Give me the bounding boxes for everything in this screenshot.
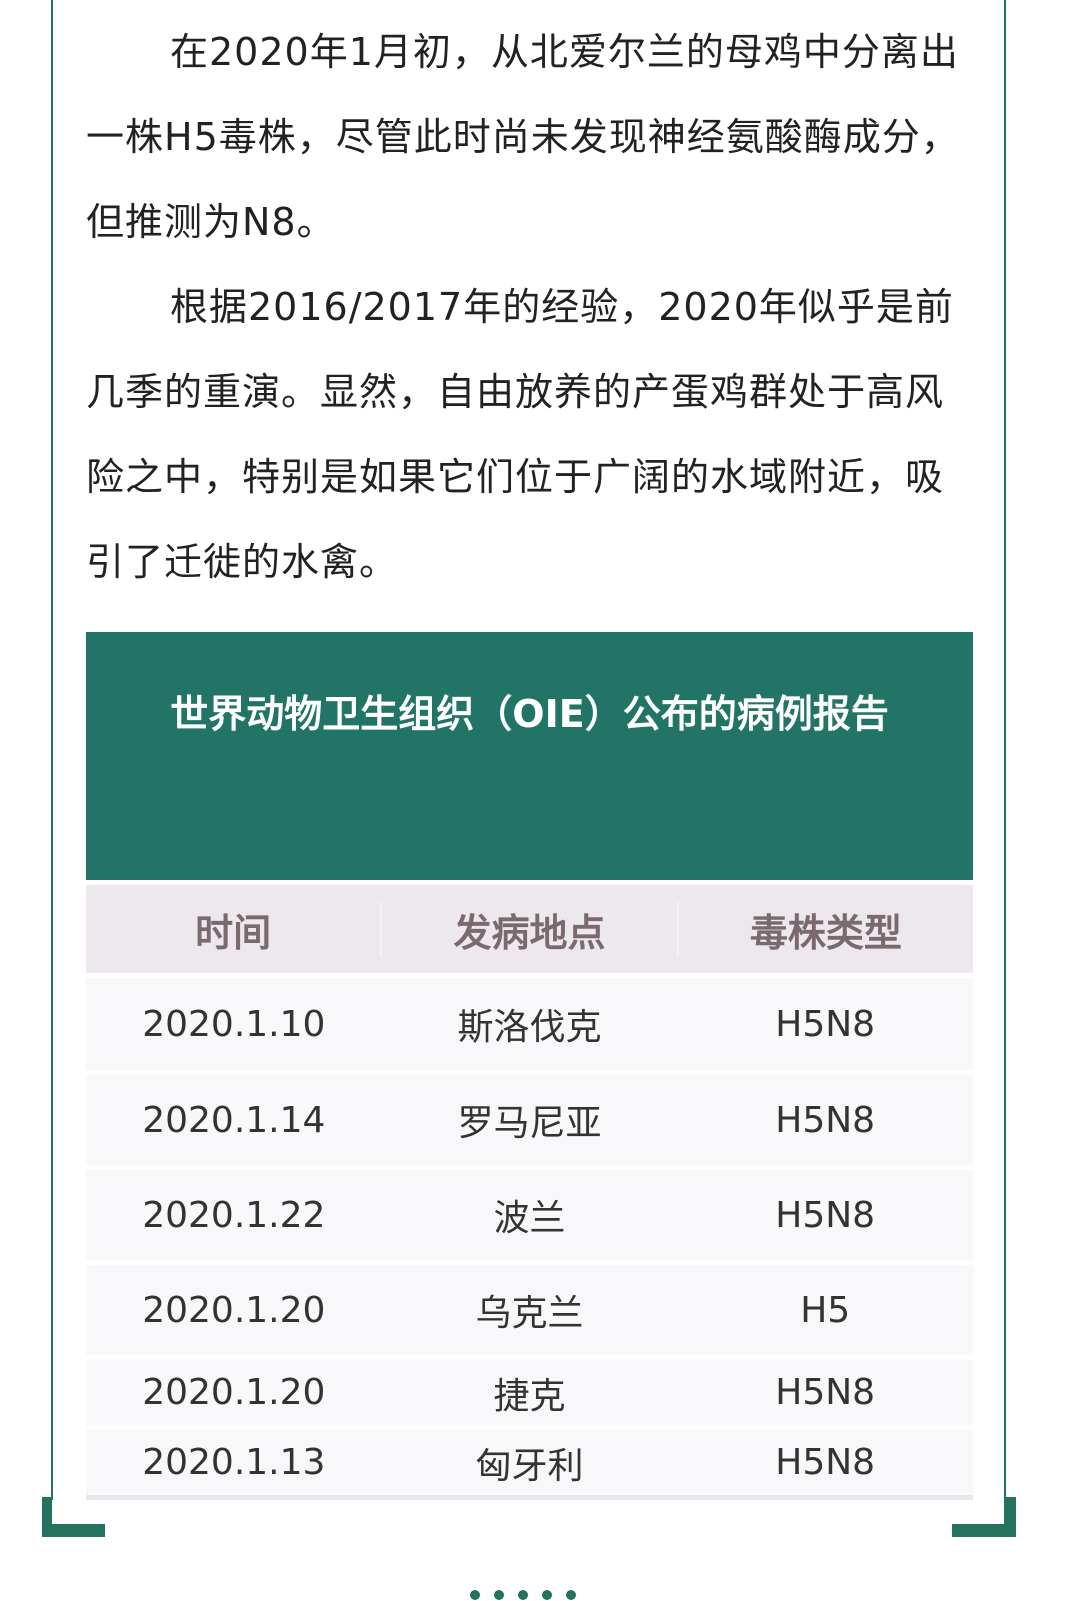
cell-time: 2020.1.14 xyxy=(142,1099,326,1141)
cell-time: 2020.1.20 xyxy=(142,1289,326,1331)
corner-bracket-right xyxy=(952,1524,1016,1537)
table-header-row: 时间 发病地点 毒株类型 xyxy=(86,885,973,973)
header-strain: 毒株类型 xyxy=(676,901,973,957)
frame-left-line xyxy=(51,0,53,1500)
cell-strain: H5N8 xyxy=(775,1099,876,1141)
cell-strain: H5 xyxy=(800,1289,851,1331)
cell-location: 捷克 xyxy=(493,1375,566,1417)
table-bottom-rule xyxy=(86,1495,973,1500)
cell-location: 罗马尼亚 xyxy=(457,1103,602,1144)
table-row: 2020.1.20 捷克 H5N8 xyxy=(86,1360,973,1425)
decorative-dots xyxy=(470,1590,576,1600)
cell-time: 2020.1.20 xyxy=(142,1372,326,1413)
frame-right-line xyxy=(1004,0,1006,1500)
table-row: 2020.1.13 匈牙利 H5N8 xyxy=(86,1430,973,1495)
cell-location: 匈牙利 xyxy=(475,1445,584,1487)
cell-time: 2020.1.10 xyxy=(142,1003,326,1045)
cell-strain: H5N8 xyxy=(775,1003,876,1045)
cell-time: 2020.1.22 xyxy=(142,1194,326,1236)
cell-strain: H5N8 xyxy=(775,1442,876,1483)
cell-strain: H5N8 xyxy=(775,1372,876,1413)
table-title: 世界动物卫生组织（OIE）公布的病例报告 xyxy=(86,632,973,880)
cell-location: 波兰 xyxy=(493,1198,566,1239)
table-row: 2020.1.20 乌克兰 H5 xyxy=(86,1265,973,1355)
cell-time: 2020.1.13 xyxy=(142,1442,326,1483)
table-row: 2020.1.22 波兰 H5N8 xyxy=(86,1170,973,1260)
paragraph-2: 根据2016/2017年的经验，2020年似乎是前几季的重演。显然，自由放养的产… xyxy=(86,285,954,584)
case-report-table: 世界动物卫生组织（OIE）公布的病例报告 时间 发病地点 毒株类型 2020.1… xyxy=(86,632,973,1500)
header-location: 发病地点 xyxy=(380,901,676,957)
corner-bracket-left xyxy=(42,1497,52,1537)
cell-location: 斯洛伐克 xyxy=(457,1007,602,1048)
cell-strain: H5N8 xyxy=(775,1194,876,1236)
header-time: 时间 xyxy=(195,910,272,955)
table-row: 2020.1.14 罗马尼亚 H5N8 xyxy=(86,1075,973,1165)
cell-location: 乌克兰 xyxy=(475,1293,584,1334)
table-row: 2020.1.10 斯洛伐克 H5N8 xyxy=(86,978,973,1070)
paragraph-1: 在2020年1月初，从北爱尔兰的母鸡中分离出一株H5毒株，尽管此时尚未发现神经氨… xyxy=(86,30,960,244)
corner-bracket-left xyxy=(42,1524,105,1537)
